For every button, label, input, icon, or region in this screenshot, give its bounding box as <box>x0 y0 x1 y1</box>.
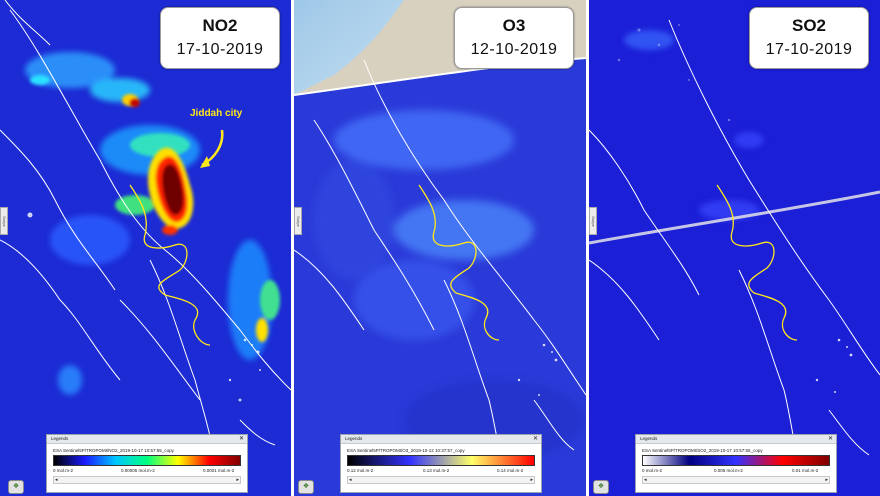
o3-date-label: 12-10-2019 <box>470 41 558 58</box>
jiddah-hotspot <box>130 99 194 235</box>
o3-legend-ticks: 0.12 mol.m-2 0.13 mol.m-2 0.14 mol.m-2 <box>347 468 535 474</box>
no2-legend-layer-name: ESA Sentinel5P/TROPOMI/NO2_2019-10-17 10… <box>53 448 174 453</box>
so2-orbit-gap-line <box>589 190 880 245</box>
so2-gas-label: SO2 <box>791 16 827 35</box>
o3-map[interactable] <box>294 0 586 496</box>
o3-legend-layer-name: ESA Sentinel5P/TROPOMI/O3_2019-10-12 10:… <box>347 448 465 453</box>
no2-border-3 <box>119 299 201 401</box>
so2-coastline <box>668 19 880 376</box>
map-panel-so2[interactable]: SO2 17-10-2019 Swipe Legends ✕ ESA Senti… <box>589 0 880 496</box>
no2-admin-line <box>129 184 211 346</box>
so2-legend-title: Legends <box>636 435 836 444</box>
o3-legend: Legends ✕ ESA Sentinel5P/TROPOMI/O3_2019… <box>340 434 542 493</box>
no2-legend-scrollbar[interactable]: ◂ ▸ <box>53 476 241 484</box>
so2-swipe-tab[interactable]: Swipe <box>589 207 597 235</box>
o3-eo-browser-logo-icon: ❖ <box>298 480 314 494</box>
no2-gas-label: NO2 <box>202 16 238 35</box>
so2-tick-mid: 0.005 mol.m-2 <box>714 468 743 473</box>
so2-legend-ticks: 0 mol.m-2 0.005 mol.m-2 0.01 mol.m-2 <box>642 468 830 474</box>
so2-title-box: SO2 17-10-2019 <box>749 7 869 69</box>
no2-coastline <box>9 9 291 391</box>
o3-color-ramp <box>347 455 535 466</box>
o3-title-box: O3 12-10-2019 <box>454 7 574 69</box>
no2-tick-mid: 0.00005 mol.m-2 <box>121 468 155 473</box>
o3-swipe-tab[interactable]: Swipe <box>294 207 302 235</box>
o3-tick-max: 0.14 mol.m-2 <box>497 468 524 473</box>
o3-legend-scrollbar[interactable]: ◂ ▸ <box>347 476 535 484</box>
map-panel-o3[interactable]: O3 12-10-2019 Swipe Legends ✕ ESA Sentin… <box>294 0 586 496</box>
so2-color-ramp <box>642 455 830 466</box>
so2-map[interactable] <box>589 0 880 496</box>
no2-date-label: 17-10-2019 <box>176 41 264 58</box>
no2-legend-title: Legends <box>47 435 247 444</box>
no2-color-ramp <box>53 455 241 466</box>
o3-coastline <box>363 59 586 396</box>
no2-eo-browser-logo-icon: ❖ <box>8 480 24 494</box>
no2-border-2 <box>149 259 216 461</box>
so2-date-label: 17-10-2019 <box>765 41 853 58</box>
no2-title-box: NO2 17-10-2019 <box>160 7 280 69</box>
no2-map[interactable] <box>0 0 291 496</box>
so2-tick-min: 0 mol.m-2 <box>642 468 663 473</box>
so2-tick-max: 0.01 mol.m-2 <box>792 468 819 473</box>
so2-legend-close-icon[interactable]: ✕ <box>827 436 833 442</box>
no2-legend-close-icon[interactable]: ✕ <box>238 436 244 442</box>
o3-gas-label: O3 <box>502 16 526 35</box>
no2-swipe-tab[interactable]: Swipe <box>0 207 8 235</box>
so2-legend: Legends ✕ ESA Sentinel5P/TROPOMI/SO2_201… <box>635 434 837 493</box>
map-panel-no2[interactable]: Jiddah city NO2 17-10-2019 Swipe Legends… <box>0 0 291 496</box>
o3-tick-mid: 0.13 mol.m-2 <box>423 468 450 473</box>
jiddah-city-label: Jiddah city <box>190 108 243 119</box>
so2-legend-scrollbar[interactable]: ◂ ▸ <box>642 476 830 484</box>
no2-tick-min: 0 mol.m-2 <box>53 468 74 473</box>
no2-legend: Legends ✕ ESA Sentinel5P/TROPOMI/NO2_201… <box>46 434 248 493</box>
o3-legend-title: Legends <box>341 435 541 444</box>
so2-eo-browser-logo-icon: ❖ <box>593 480 609 494</box>
no2-border-1 <box>0 129 116 291</box>
no2-legend-ticks: 0 mol.m-2 0.00005 mol.m-2 0.0001 mol.m-2 <box>53 468 241 474</box>
o3-legend-close-icon[interactable]: ✕ <box>532 436 538 442</box>
so2-legend-layer-name: ESA Sentinel5P/TROPOMI/SO2_2019-10-17 10… <box>642 448 763 453</box>
o3-tick-min: 0.12 mol.m-2 <box>347 468 374 473</box>
no2-tick-max: 0.0001 mol.m-2 <box>203 468 235 473</box>
o3-admin-line <box>418 184 500 341</box>
so2-admin-line <box>716 184 798 341</box>
